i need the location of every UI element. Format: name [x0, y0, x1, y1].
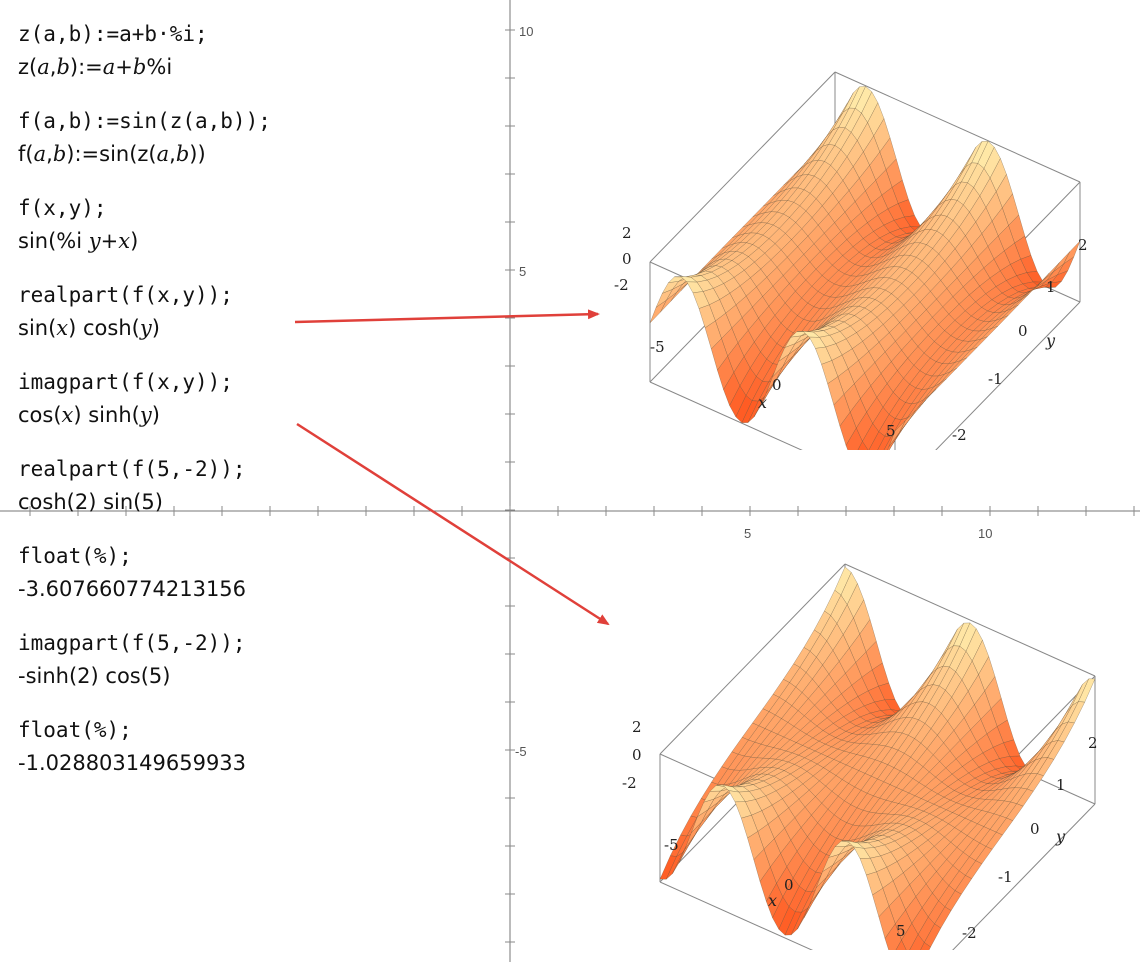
output-line: sin(%i y+x) [18, 229, 139, 253]
y-tick-10: 10 [519, 24, 533, 39]
arrow-to-imag-plot [296, 422, 610, 626]
input-line[interactable]: realpart(f(x,y)); [18, 283, 233, 307]
cell-float-real: float(%); -3.607660774213156 [18, 540, 338, 606]
z-tick: 0 [632, 746, 642, 764]
x-tick-10: 10 [978, 526, 992, 541]
y-axis-label: y [1045, 331, 1056, 350]
y-tick: -2 [962, 924, 977, 942]
surface-plot-realpart: 2 0 -2 -5 0 5 x 2 1 0 -1 -2 y [614, 71, 1088, 450]
output-line: cos(x) sinh(y) [18, 403, 160, 427]
worksheet: z(a,b):=a+b·%i; z(a,b):=a+b%i f(a,b):=si… [18, 18, 338, 801]
z-tick: 0 [622, 250, 632, 268]
input-line[interactable]: float(%); [18, 718, 132, 742]
surface-mesh [659, 566, 1096, 950]
cell-realpart: realpart(f(x,y)); sin(x) cosh(y) [18, 279, 338, 345]
surface-plot-imagpart: 2 0 -2 -5 0 5 x 2 1 0 -1 -2 y [622, 563, 1098, 950]
output-line: cosh(2) sin(5) [18, 490, 163, 514]
y-tick: 0 [1030, 820, 1040, 838]
cell-imagpart: imagpart(f(x,y)); cos(x) sinh(y) [18, 366, 338, 432]
input-line[interactable]: f(a,b):=sin(z(a,b)); [18, 109, 271, 133]
output-line: -3.607660774213156 [18, 577, 247, 601]
x-tick: -5 [664, 836, 679, 854]
output-line: z(a,b):=a+b%i [18, 55, 173, 79]
z-tick: -2 [622, 774, 637, 792]
plot-axis-labels: 2 0 -2 -5 0 5 x 2 1 0 -1 -2 y [622, 718, 1098, 942]
vertical-axis [505, 0, 515, 962]
input-line[interactable]: imagpart(f(5,-2)); [18, 631, 246, 655]
input-line[interactable]: float(%); [18, 544, 132, 568]
y-axis-label: y [1055, 827, 1066, 846]
y-tick: 1 [1046, 278, 1056, 296]
x-tick-5: 5 [744, 526, 751, 541]
y-tick: 2 [1078, 236, 1088, 254]
output-line: -1.028803149659933 [18, 751, 247, 775]
y-tick: 1 [1056, 776, 1066, 794]
plot-axis-labels: 2 0 -2 -5 0 5 x 2 1 0 -1 -2 y [614, 224, 1088, 444]
y-tick: -1 [998, 868, 1013, 886]
x-tick: 5 [886, 422, 896, 440]
output-line: f(a,b):=sin(z(a,b)) [18, 142, 206, 166]
surface-mesh [649, 86, 1081, 450]
y-tick: -1 [988, 370, 1003, 388]
arrow-to-real-plot [294, 309, 600, 324]
cell-realpart-value: realpart(f(5,-2)); cosh(2) sin(5) [18, 453, 338, 519]
horizontal-axis [0, 506, 1140, 516]
y-tick: 0 [1018, 322, 1028, 340]
x-tick: -5 [650, 338, 665, 356]
y-tick: -2 [952, 426, 967, 444]
output-line: -sinh(2) cos(5) [18, 664, 171, 688]
x-tick: 0 [772, 376, 782, 394]
z-tick: -2 [614, 276, 629, 294]
cell-imagpart-value: imagpart(f(5,-2)); -sinh(2) cos(5) [18, 627, 338, 693]
input-line[interactable]: f(x,y); [18, 196, 107, 220]
cell-define-f: f(a,b):=sin(z(a,b)); f(a,b):=sin(z(a,b)) [18, 105, 338, 171]
cell-float-imag: float(%); -1.028803149659933 [18, 714, 338, 780]
cell-eval-f: f(x,y); sin(%i y+x) [18, 192, 338, 258]
z-tick: 2 [622, 224, 632, 242]
input-line[interactable]: z(a,b):=a+b·%i; [18, 22, 208, 46]
output-line: sin(x) cosh(y) [18, 316, 160, 340]
x-tick: 0 [784, 876, 794, 894]
z-tick: 2 [632, 718, 642, 736]
y-tick-minus-5: -5 [515, 744, 527, 759]
x-axis-label: x [758, 393, 767, 412]
y-tick-5: 5 [519, 264, 526, 279]
x-tick: 5 [896, 922, 906, 940]
x-axis-label: x [768, 891, 777, 910]
input-line[interactable]: imagpart(f(x,y)); [18, 370, 233, 394]
input-line[interactable]: realpart(f(5,-2)); [18, 457, 246, 481]
cell-define-z: z(a,b):=a+b·%i; z(a,b):=a+b%i [18, 18, 338, 84]
y-tick: 2 [1088, 734, 1098, 752]
